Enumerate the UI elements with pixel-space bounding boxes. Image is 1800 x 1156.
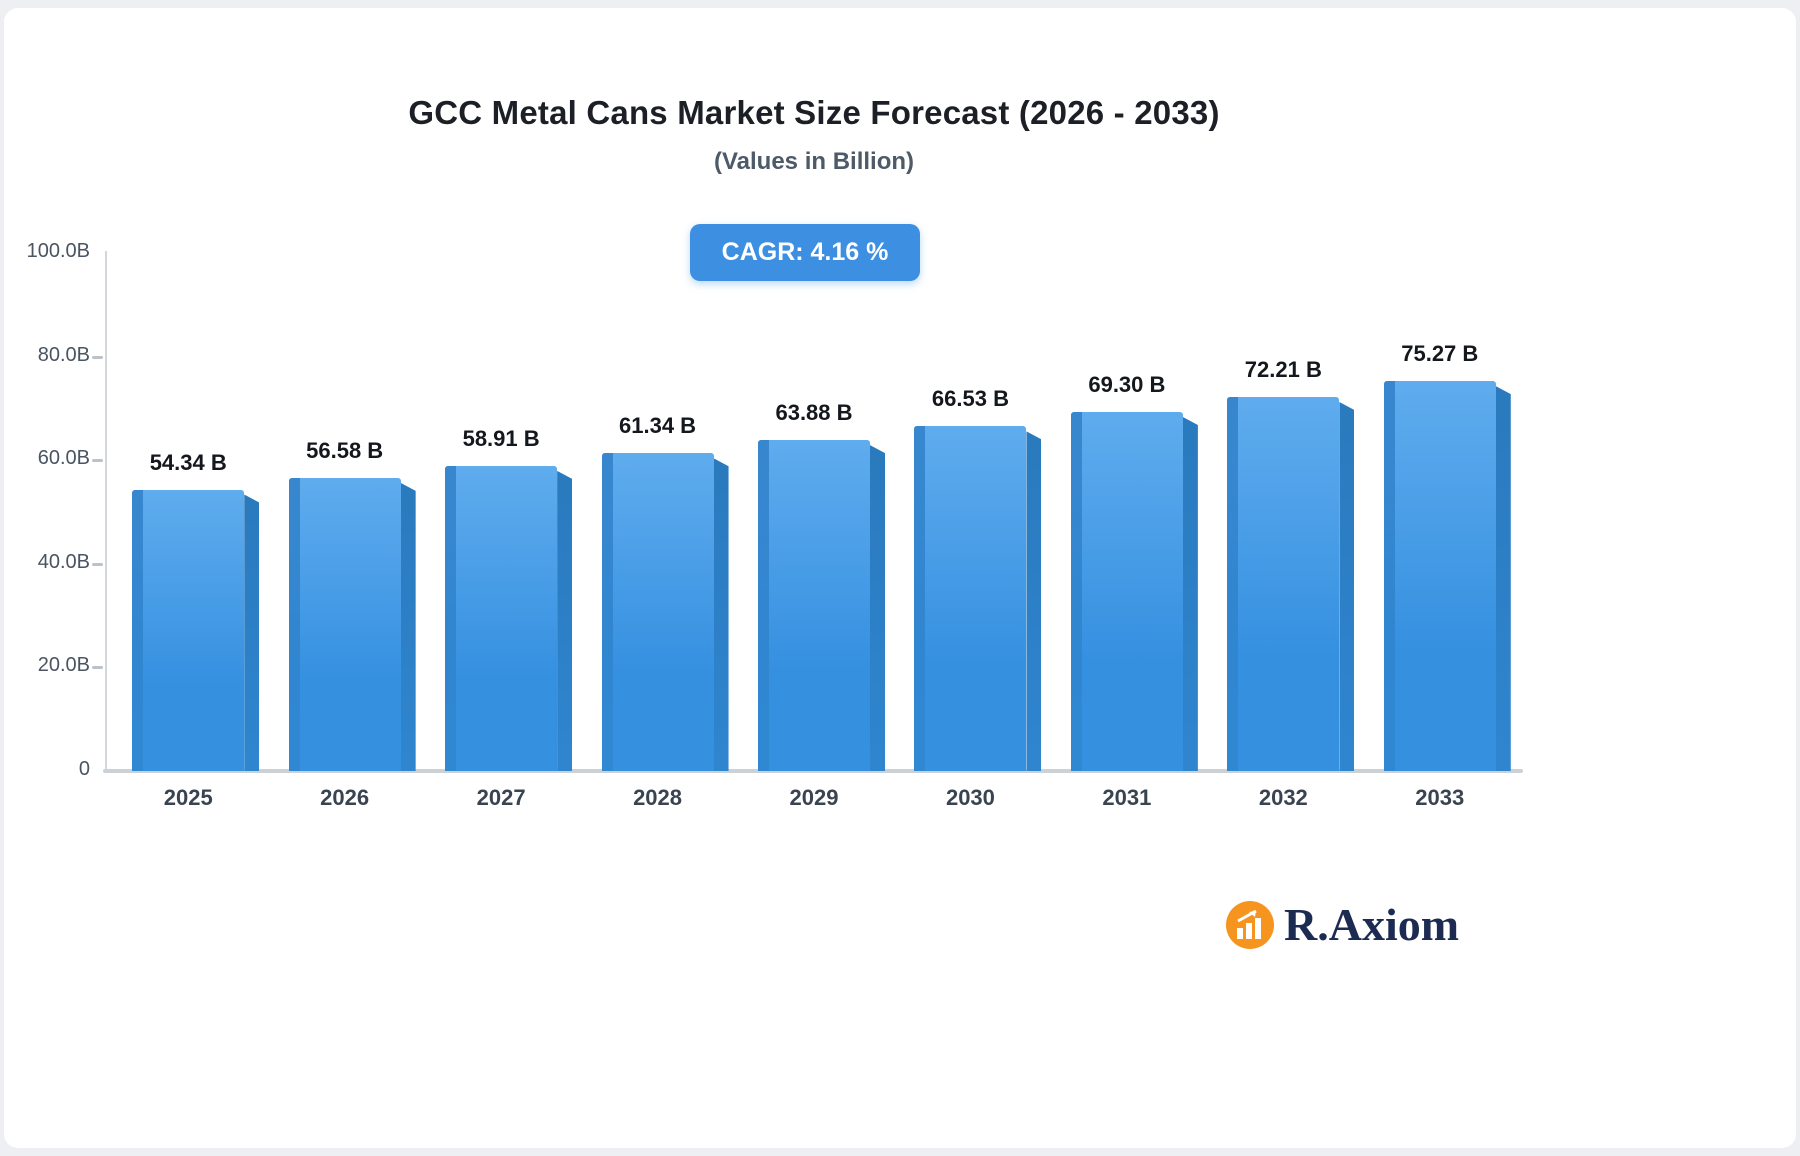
bar-value-label: 61.34 B [619, 413, 697, 439]
x-axis-label: 2032 [1258, 785, 1308, 810]
x-axis-label: 2027 [476, 785, 526, 810]
bar-side-face [870, 445, 885, 771]
bar [445, 465, 558, 772]
y-axis-label: 40.0B [37, 550, 90, 573]
bar-side-face [557, 470, 573, 771]
y-axis-tick [92, 355, 103, 359]
x-axis-line [103, 769, 1523, 773]
bar [601, 453, 714, 771]
x-axis-label: 2026 [320, 785, 370, 810]
y-axis-label: 20.0B [37, 654, 90, 677]
brand-name: R.Axiom [1284, 899, 1460, 950]
bar-value-label: 66.53 B [931, 386, 1009, 412]
bar [1070, 412, 1183, 771]
bar-value-label: 75.27 B [1401, 341, 1479, 367]
bar [1227, 396, 1340, 772]
y-axis-label: 0 [78, 758, 90, 780]
y-axis-line [105, 251, 107, 773]
bar [758, 440, 870, 771]
x-axis-label: 2028 [633, 785, 683, 810]
bar-side-face [713, 458, 729, 771]
bar [914, 426, 1027, 771]
x-axis-label: 2030 [945, 785, 995, 810]
cagr-badge-label: CAGR: 4.16 % [721, 238, 889, 266]
bar-value-label: 72.21 B [1244, 356, 1322, 382]
x-axis-label: 2031 [1102, 785, 1152, 810]
y-axis-tick [92, 666, 103, 670]
bar [288, 477, 401, 772]
cagr-badge: CAGR: 4.16 % [690, 224, 920, 281]
bar-value-label: 56.58 B [306, 437, 384, 463]
bar-side-face [1495, 386, 1511, 771]
chart-subtitle: (Values in Billion) [713, 148, 915, 175]
bar-value-label: 69.30 B [1088, 372, 1166, 398]
y-axis-tick [92, 459, 103, 463]
y-axis-tick [92, 562, 103, 566]
bar-chart-logo-icon [1226, 901, 1274, 949]
bar [132, 489, 245, 772]
x-axis-label: 2029 [789, 785, 839, 810]
bar-side-face [400, 482, 416, 771]
bar [1383, 381, 1496, 771]
bar-side-face [244, 494, 260, 771]
bar-value-label: 54.34 B [149, 449, 227, 475]
y-axis-label: 100.0B [26, 240, 90, 262]
bar-value-label: 63.88 B [775, 400, 853, 426]
y-axis-label: 60.0B [37, 447, 90, 470]
brand-logo: R.Axiom [1226, 901, 1459, 949]
x-axis-label: 2033 [1415, 785, 1465, 810]
bar-value-label: 58.91 B [462, 425, 540, 451]
chart-title: GCC Metal Cans Market Size Forecast (202… [408, 94, 1220, 131]
y-axis-label: 80.0B [37, 343, 90, 366]
bar-side-face [1182, 417, 1198, 771]
bar-side-face [1339, 401, 1355, 771]
x-axis-label: 2025 [163, 785, 213, 810]
bar-side-face [1026, 431, 1042, 771]
